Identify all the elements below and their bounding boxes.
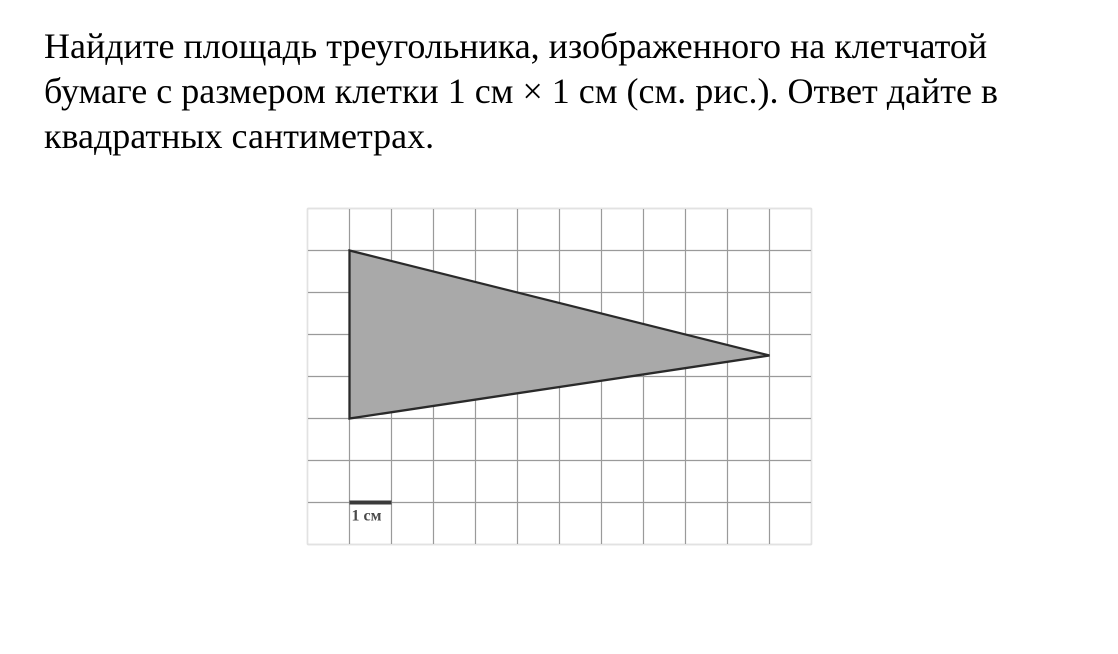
triangle-on-grid-figure: 1 см bbox=[306, 207, 813, 546]
problem-text: Найдите площадь треугольника, изображенн… bbox=[44, 24, 1074, 159]
scale-bar-label: 1 см bbox=[351, 508, 381, 525]
figure-container: 1 см bbox=[44, 207, 1074, 546]
